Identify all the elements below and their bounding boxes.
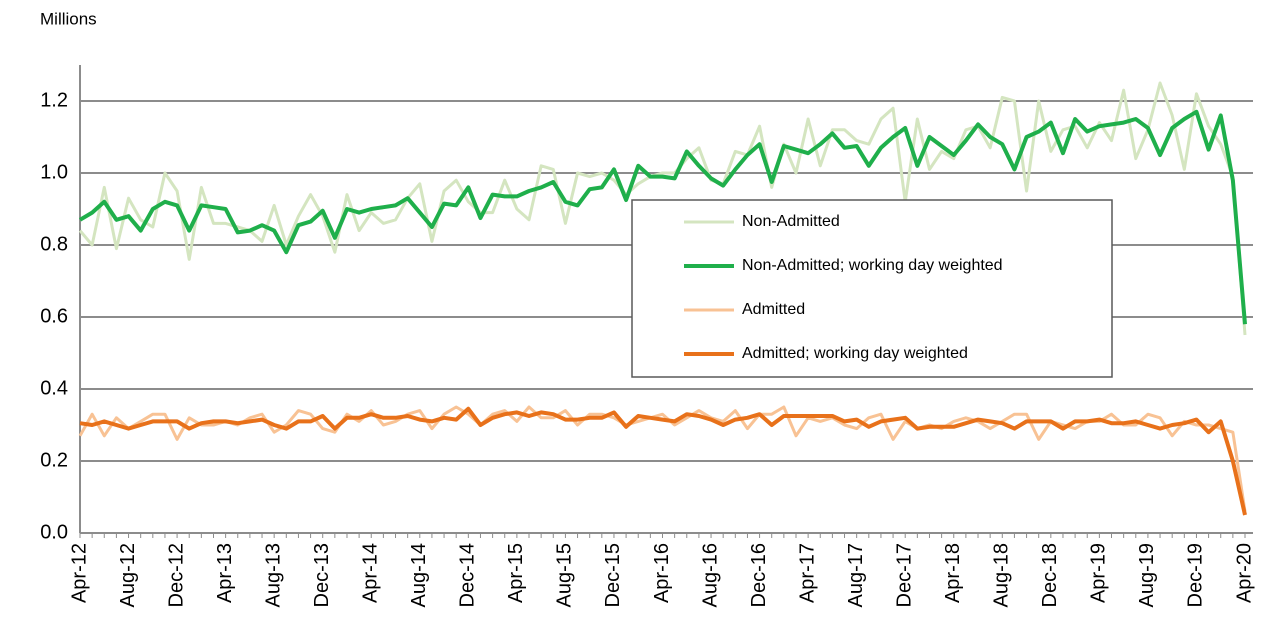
y-tick-label: 0.0 xyxy=(40,521,68,543)
x-tick-label: Aug-13 xyxy=(262,543,284,608)
x-tick-label: Apr-17 xyxy=(796,543,818,603)
y-tick-label: 0.6 xyxy=(40,305,68,327)
x-tick-label: Aug-18 xyxy=(991,543,1013,608)
x-tick-label: Apr-19 xyxy=(1088,543,1110,603)
x-tick-label: Dec-14 xyxy=(457,543,479,607)
x-tick-label: Dec-17 xyxy=(893,543,915,607)
y-tick-label: 0.8 xyxy=(40,233,68,255)
y-tick-label: 0.2 xyxy=(40,449,68,471)
series-line xyxy=(78,81,1247,336)
x-tick-label: Aug-12 xyxy=(117,543,139,608)
y-tick-label: 1.2 xyxy=(40,89,68,111)
x-tick-label: Dec-12 xyxy=(165,543,187,607)
x-tick-label: Aug-16 xyxy=(699,543,721,608)
x-tick-label: Apr-20 xyxy=(1233,543,1255,603)
x-tick-label: Aug-17 xyxy=(845,543,867,608)
x-tick-label: Aug-15 xyxy=(554,543,576,608)
x-tick-label: Dec-15 xyxy=(602,543,624,607)
legend-label: Admitted xyxy=(742,301,805,318)
legend: Non-Admitted Non-Admitted; working day we… xyxy=(631,199,1113,378)
x-tick-label: Apr-13 xyxy=(214,543,236,603)
legend-label: Non-Admitted xyxy=(742,213,840,230)
series-line xyxy=(78,109,1247,325)
x-tick-label: Apr-14 xyxy=(360,543,382,603)
y-tick-label: 1.0 xyxy=(40,161,68,183)
legend-label: Admitted; working day weighted xyxy=(742,345,968,362)
legend-label: Non-Admitted; working day weighted xyxy=(742,257,1003,274)
x-tick-label: Dec-13 xyxy=(311,543,333,607)
legend-box xyxy=(631,199,1113,378)
y-axis-label: Millions xyxy=(40,9,97,28)
y-tick-label: 0.4 xyxy=(40,377,68,399)
x-tick-label: Apr-12 xyxy=(68,543,90,603)
x-tick-label: Dec-16 xyxy=(748,543,770,607)
x-tick-label: Aug-14 xyxy=(408,543,430,608)
x-tick-label: Apr-18 xyxy=(942,543,964,603)
series-line xyxy=(79,406,1247,516)
x-tick-label: Aug-19 xyxy=(1136,543,1158,608)
x-tick-label: Apr-15 xyxy=(505,543,527,603)
x-tick-label: Dec-19 xyxy=(1185,543,1207,607)
x-tick-label: Dec-18 xyxy=(1039,543,1061,607)
x-tick-label: Apr-16 xyxy=(651,543,673,603)
